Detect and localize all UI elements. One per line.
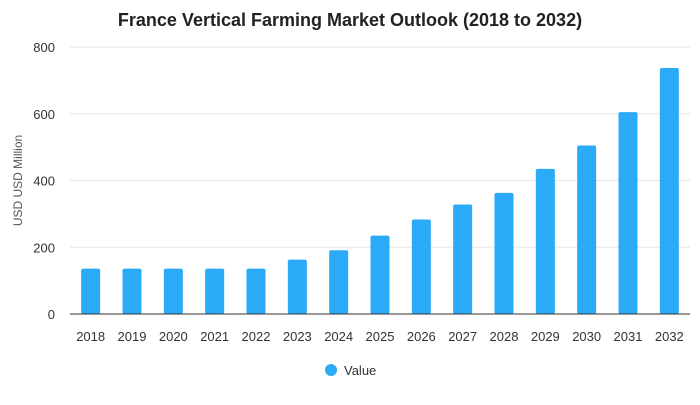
gridlines xyxy=(70,46,690,248)
bar-2019[interactable] xyxy=(122,268,142,314)
legend-swatch-value xyxy=(325,364,337,376)
y-tick-label: 400 xyxy=(33,174,55,189)
y-tick-label: 0 xyxy=(48,307,55,322)
x-tick-label: 2032 xyxy=(655,329,684,344)
x-tick-label: 2022 xyxy=(242,329,271,344)
bars xyxy=(81,68,679,315)
x-tick-label: 2025 xyxy=(366,329,395,344)
x-tick-label: 2029 xyxy=(531,329,560,344)
bar-2030[interactable] xyxy=(577,145,597,314)
y-tick-label: 800 xyxy=(33,40,55,55)
bar-2023[interactable] xyxy=(287,259,307,314)
x-tick-label: 2019 xyxy=(118,329,147,344)
x-tick-label: 2031 xyxy=(614,329,643,344)
legend[interactable]: Value xyxy=(325,363,376,378)
bar-2022[interactable] xyxy=(246,268,266,314)
x-tick-label: 2024 xyxy=(324,329,353,344)
bar-2029[interactable] xyxy=(535,168,555,314)
x-tick-label: 2027 xyxy=(448,329,477,344)
bar-2032[interactable] xyxy=(659,68,679,315)
legend-label-value: Value xyxy=(344,363,376,378)
bar-2020[interactable] xyxy=(163,268,183,314)
x-tick-label: 2018 xyxy=(76,329,105,344)
x-tick-label: 2026 xyxy=(407,329,436,344)
y-tick-label: 200 xyxy=(33,240,55,255)
bar-2031[interactable] xyxy=(618,112,638,314)
y-axis-label: USD USD Million xyxy=(11,135,25,226)
x-tick-label: 2028 xyxy=(490,329,519,344)
bar-2026[interactable] xyxy=(411,219,431,314)
bar-2027[interactable] xyxy=(453,204,473,314)
y-tick-label: 600 xyxy=(33,107,55,122)
bar-2018[interactable] xyxy=(81,268,101,314)
x-tick-label: 2030 xyxy=(572,329,601,344)
x-axis-ticks: 2018 2019 2020 2021 2022 2023 2024 2025 2026 2027… xyxy=(76,329,684,344)
y-axis-ticks: 0 200 400 600 800 xyxy=(33,40,55,322)
bar-2021[interactable] xyxy=(205,268,225,314)
bar-2025[interactable] xyxy=(370,235,390,314)
x-tick-label: 2020 xyxy=(159,329,188,344)
bar-2024[interactable] xyxy=(329,250,349,314)
chart-title: France Vertical Farming Market Outlook (… xyxy=(118,10,582,30)
bar-2028[interactable] xyxy=(494,192,514,314)
x-tick-label: 2023 xyxy=(283,329,312,344)
x-tick-label: 2021 xyxy=(200,329,229,344)
